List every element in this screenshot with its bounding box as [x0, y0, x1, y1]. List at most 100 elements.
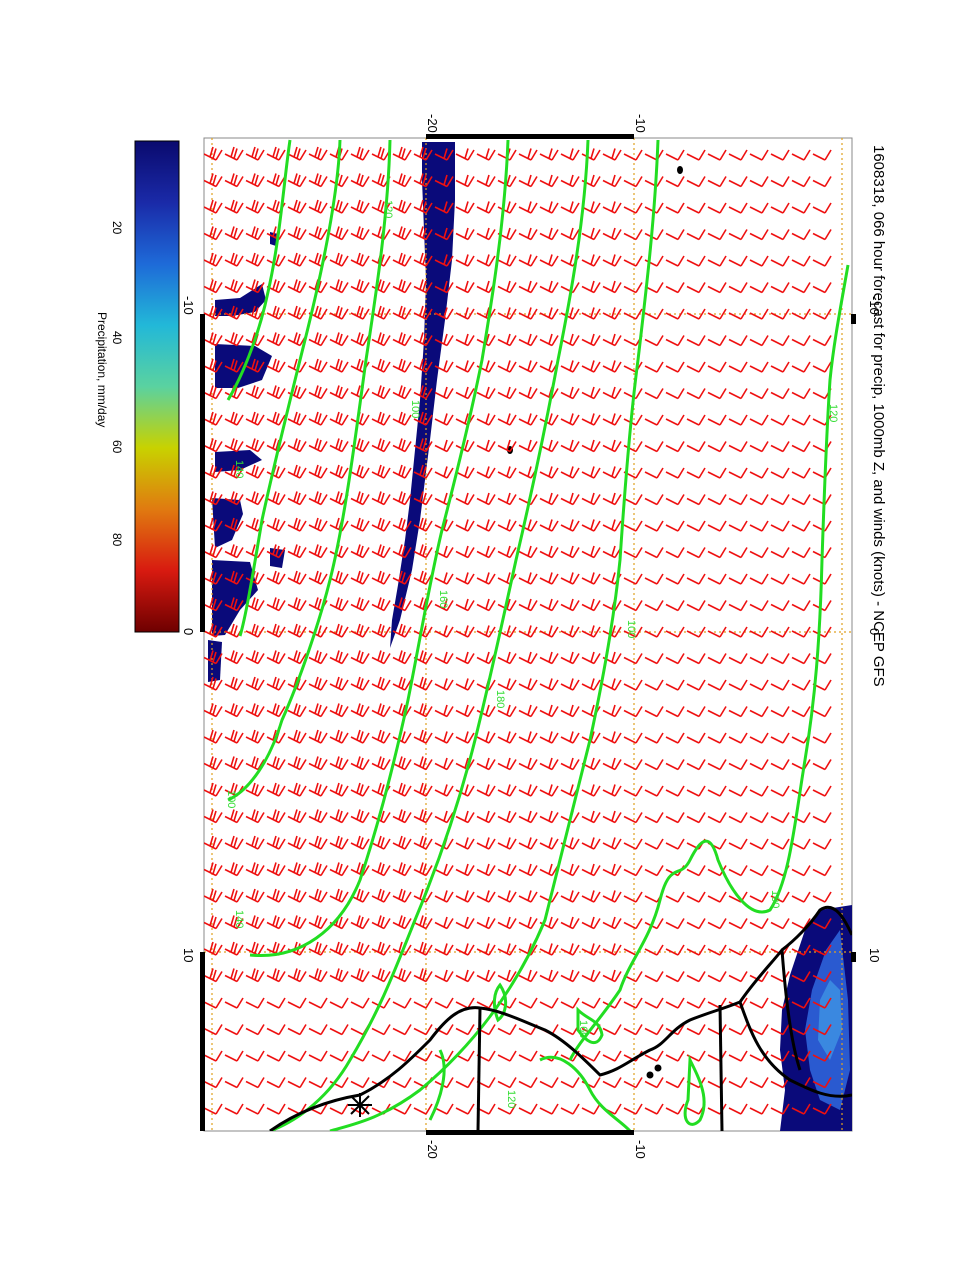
island-dot: [654, 1064, 662, 1072]
wind-barb-icon: [204, 915, 223, 930]
wind-barb-icon: [686, 785, 706, 797]
wind-barb-icon: [245, 835, 265, 850]
wind-barb-icon: [392, 226, 412, 241]
wind-barb-icon: [371, 729, 391, 744]
wind-barb-icon: [224, 835, 244, 850]
wind-barb-icon: [434, 307, 454, 320]
wind-barb-icon: [686, 891, 706, 903]
wind-barb-icon: [707, 759, 727, 771]
wind-barb-icon: [707, 149, 727, 161]
wind-barb-icon: [791, 202, 811, 214]
wind-barb-icon: [539, 148, 559, 161]
wind-barb-icon: [728, 626, 748, 638]
wind-barb-icon: [329, 623, 349, 638]
wind-barb-icon: [224, 199, 244, 214]
wind-barb-icon: [560, 997, 580, 1009]
height-contour: [428, 1049, 446, 1121]
wind-barb-icon: [287, 1077, 307, 1089]
wind-barb-icon: [581, 280, 601, 294]
wind-barb-icon: [455, 598, 475, 612]
wind-barb-icon: [581, 837, 601, 850]
wind-barb-icon: [770, 255, 790, 267]
contour-label: 180: [494, 690, 506, 708]
wind-barb-icon: [770, 600, 790, 612]
wind-barb-icon: [749, 547, 769, 559]
wind-barb-icon: [224, 809, 244, 824]
wind-barb-icon: [392, 199, 412, 214]
wind-barb-icon: [413, 173, 433, 188]
wind-barb-icon: [371, 570, 391, 585]
wind-barb-icon: [812, 865, 832, 877]
wind-barb-icon: [245, 650, 265, 665]
contour-label: 120: [382, 200, 394, 218]
wind-barb-icon: [623, 573, 643, 585]
wind-barb-icon: [224, 305, 244, 320]
wind-barb-icon: [329, 332, 349, 347]
wind-barb-icon: [560, 201, 580, 214]
wind-barb-icon: [686, 414, 706, 426]
wind-barb-icon: [455, 1024, 475, 1036]
wind-barb-icon: [728, 706, 748, 718]
wind-barb-icon: [518, 386, 538, 400]
wind-barb-icon: [392, 809, 412, 824]
wind-barb-icon: [350, 173, 370, 188]
height-contour: [539, 1055, 632, 1131]
left-axis-bar: [200, 314, 205, 632]
wind-barb-icon: [329, 729, 349, 744]
wind-barb-icon: [350, 279, 370, 294]
colorbar-fill: [134, 140, 180, 633]
wind-barb-icon: [497, 1050, 517, 1062]
wind-barb-icon: [791, 361, 811, 373]
right-axis-tick: [851, 952, 856, 962]
wind-barb-icon: [623, 176, 643, 188]
wind-barb-icon: [308, 411, 328, 426]
wind-barb-icon: [413, 941, 433, 956]
wind-barb-icon: [455, 678, 475, 691]
wind-barb-icon: [581, 863, 601, 877]
wind-barb-icon: [350, 491, 370, 506]
wind-barb-icon: [665, 785, 685, 797]
wind-barb-icon: [308, 226, 328, 241]
wind-barb-icon: [350, 305, 370, 320]
wind-barb-icon: [308, 544, 328, 559]
wind-barb-icon: [287, 173, 307, 188]
contour-label: 140: [233, 460, 245, 478]
wind-barb-icon: [455, 1077, 475, 1089]
wind-barb-icon: [224, 1077, 244, 1089]
wind-barb-icon: [602, 757, 622, 771]
wind-barb-icon: [413, 544, 433, 559]
wind-barb-icon: [791, 414, 811, 426]
wind-barb-icon: [329, 438, 349, 453]
wind-barb-icon: [245, 411, 265, 426]
wind-barb-icon: [224, 915, 244, 930]
wind-barb-icon: [749, 573, 769, 585]
wind-barb-icon: [539, 466, 559, 479]
wind-barb-icon: [707, 361, 727, 373]
wind-barb-icon: [518, 360, 538, 373]
wind-barb-icon: [371, 756, 391, 771]
bottom-axis-bar: [426, 1130, 634, 1135]
wind-barb-icon: [287, 226, 307, 241]
wind-barb-icon: [308, 491, 328, 506]
wind-barb-icon: [749, 812, 769, 824]
wind-barb-icon: [392, 517, 412, 532]
wind-barb-icon: [308, 650, 328, 665]
wind-barb-icon: [308, 358, 328, 373]
wind-barb-icon: [728, 494, 748, 506]
wind-barb-icon: [665, 547, 685, 559]
wind-barb-icon: [329, 862, 349, 877]
wind-barb-icon: [392, 279, 412, 294]
wind-barb-icon: [539, 1103, 559, 1115]
wind-barb-icon: [623, 812, 643, 824]
wind-barb-icon: [308, 438, 328, 453]
wind-barb-icon: [623, 1024, 643, 1036]
wind-barb-icon: [245, 358, 265, 373]
lon-tick-label-left: 0: [181, 628, 196, 635]
wind-barb-icon: [434, 810, 454, 824]
wind-barb-icon: [791, 626, 811, 638]
wind-barb-icon: [308, 941, 328, 956]
wind-barb-icon: [476, 704, 496, 718]
wind-barb-icon: [224, 862, 244, 877]
wind-barb-icon: [791, 600, 811, 612]
wind-barb-icon: [749, 732, 769, 744]
